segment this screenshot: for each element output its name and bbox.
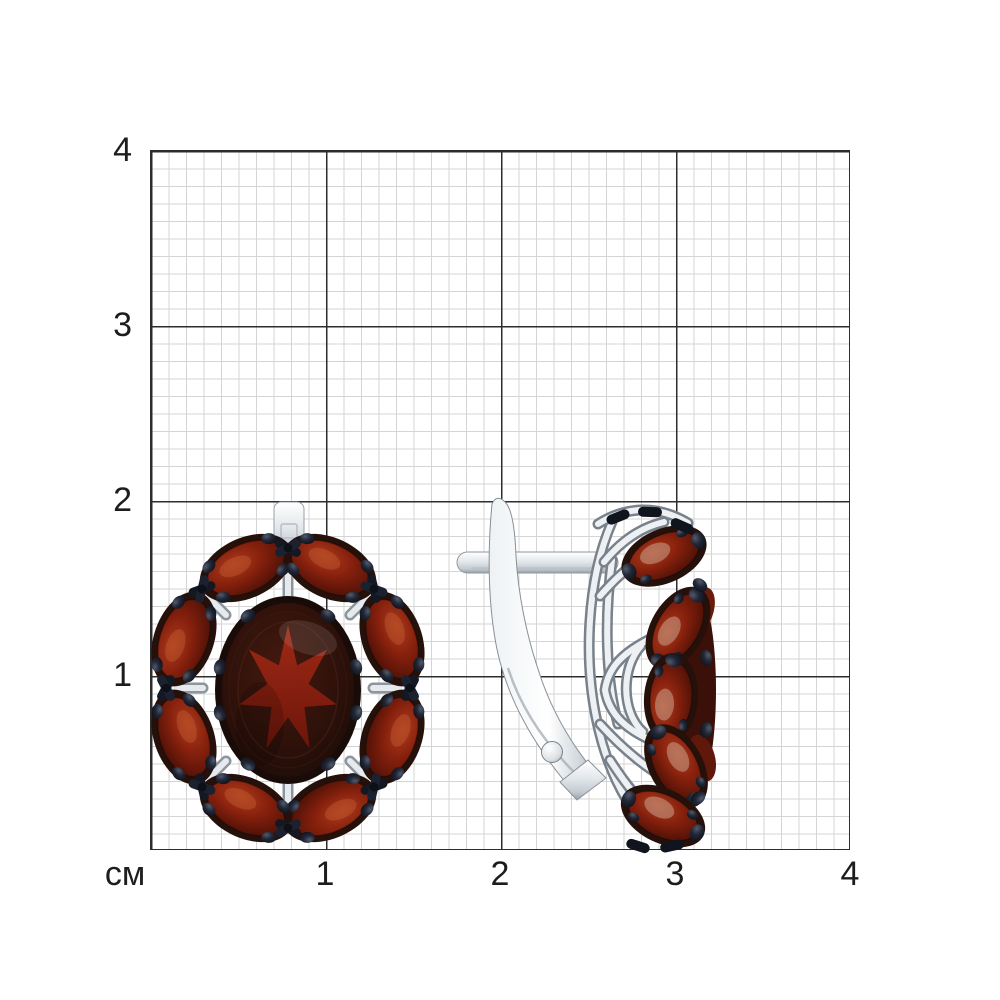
clasp-catch [559,759,607,801]
top-ribs-and-claws [592,504,694,534]
x-axis-label-2: 2 [490,855,510,893]
x-axis-label-3: 3 [665,855,685,893]
x-axis-label-4: 4 [840,855,860,893]
english-lock-hook [488,497,607,801]
pivot-screw [541,741,563,763]
bottom-claws [626,838,684,854]
y-axis-label-2: 2 [113,481,132,519]
unit-label-cm: см [104,855,146,893]
earring-side-view [456,497,725,861]
y-axis-label-1: 1 [113,656,132,694]
center-gemstone [215,596,361,784]
x-axis-label-1: 1 [315,855,335,893]
y-axis-label-4: 4 [113,131,132,169]
y-axis-label-3: 3 [113,306,132,344]
earring-front-view [138,501,438,857]
